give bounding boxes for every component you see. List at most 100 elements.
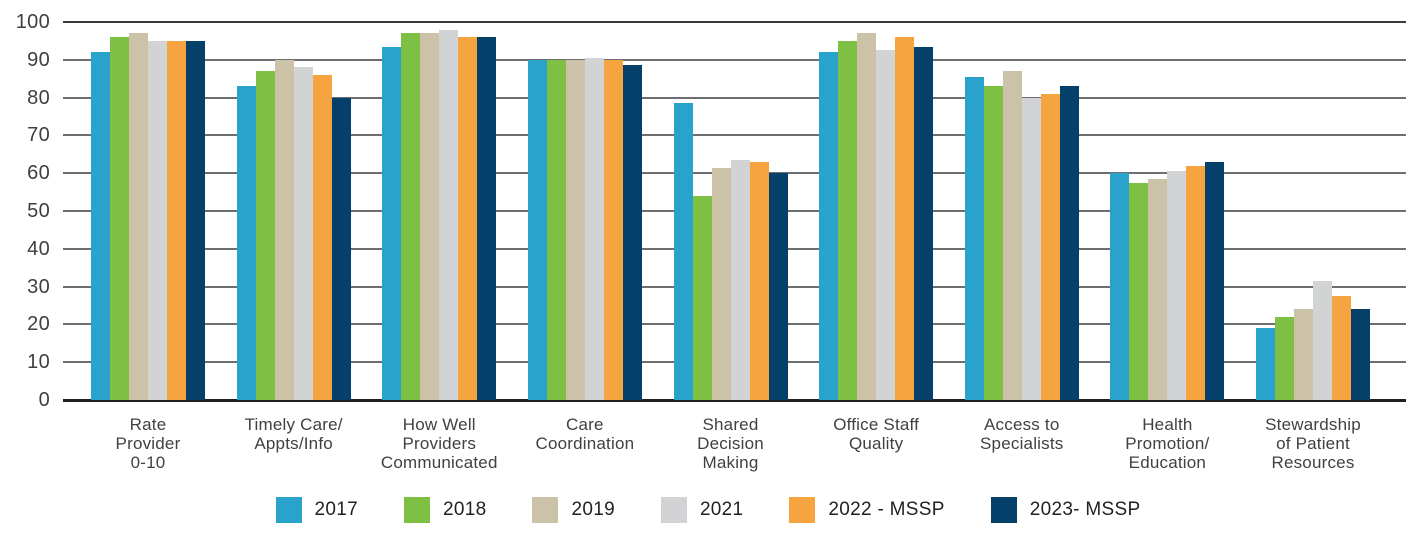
x-axis-label: Shared Decision Making bbox=[697, 415, 764, 472]
legend-item: 2017 bbox=[275, 497, 358, 523]
bar bbox=[129, 33, 148, 400]
bar bbox=[546, 59, 566, 400]
x-axis-label: How Well Providers Communicated bbox=[380, 415, 498, 472]
bar-groups bbox=[63, 22, 1406, 400]
bar bbox=[857, 33, 877, 400]
gridline bbox=[63, 134, 1406, 137]
bar bbox=[1186, 165, 1206, 400]
bar bbox=[167, 40, 186, 400]
bar bbox=[91, 52, 110, 400]
bar-group bbox=[673, 22, 788, 400]
x-label-slot: Access to Specialists bbox=[965, 415, 1079, 475]
bar-group bbox=[1110, 22, 1225, 400]
bar bbox=[274, 59, 294, 400]
bar bbox=[255, 71, 275, 400]
bar bbox=[1040, 93, 1060, 400]
bar bbox=[236, 86, 256, 400]
bar bbox=[914, 46, 934, 400]
y-tick-label: 100 bbox=[15, 11, 50, 33]
bar bbox=[1294, 309, 1313, 400]
y-tick-label: 70 bbox=[27, 124, 50, 147]
bar bbox=[439, 29, 459, 400]
bar bbox=[1002, 71, 1022, 400]
gridline bbox=[63, 21, 1406, 23]
bar bbox=[819, 52, 839, 400]
legend-label: 2018 bbox=[443, 499, 487, 520]
bar bbox=[730, 159, 750, 400]
bar bbox=[692, 195, 712, 400]
legend-item: 2021 bbox=[660, 497, 743, 523]
bar bbox=[382, 46, 402, 400]
bar bbox=[1129, 182, 1149, 400]
x-label-slot: Stewardship of Patient Resources bbox=[1256, 415, 1370, 475]
legend-swatch bbox=[660, 497, 687, 523]
x-label-slot: Rate Provider 0-10 bbox=[91, 415, 205, 475]
bar bbox=[1167, 171, 1187, 400]
bar-group bbox=[236, 22, 351, 400]
bar bbox=[622, 65, 642, 400]
y-tick-label: 10 bbox=[27, 351, 50, 374]
bar bbox=[1021, 97, 1041, 400]
legend-item: 2019 bbox=[532, 497, 615, 523]
x-label-slot: Office Staff Quality bbox=[819, 415, 933, 475]
legend-swatch bbox=[532, 497, 559, 523]
legend-label: 2019 bbox=[571, 499, 615, 520]
bar bbox=[1256, 328, 1275, 400]
legend-item: 2018 bbox=[404, 497, 486, 523]
bar bbox=[1059, 86, 1079, 400]
x-label-slot: How Well Providers Communicated bbox=[380, 415, 498, 475]
x-axis-label: Access to Specialists bbox=[980, 415, 1064, 453]
legend-item: 2022 - MSSP bbox=[789, 497, 944, 523]
bar bbox=[584, 57, 604, 400]
x-label-slot: Shared Decision Making bbox=[674, 415, 788, 475]
bar bbox=[1148, 178, 1168, 400]
x-axis-labels: Rate Provider 0-10 Timely Care/ Appts/Inf… bbox=[63, 415, 1406, 475]
bar bbox=[895, 37, 915, 400]
bar bbox=[312, 74, 332, 400]
x-axis-label: Health Promotion/ Education bbox=[1125, 415, 1210, 472]
x-label-slot: Timely Care/ Appts/Info bbox=[237, 415, 351, 475]
bar-group bbox=[382, 22, 497, 400]
bar bbox=[673, 103, 693, 400]
bar bbox=[1313, 280, 1332, 400]
x-axis-label: Office Staff Quality bbox=[833, 415, 920, 453]
bar-group bbox=[1256, 22, 1370, 400]
x-axis-label: Rate Provider 0-10 bbox=[115, 415, 181, 472]
legend-swatch bbox=[404, 497, 430, 523]
y-tick-label: 60 bbox=[27, 162, 50, 185]
legend-label: 2017 bbox=[314, 499, 358, 520]
x-label-slot: Health Promotion/ Education bbox=[1110, 415, 1224, 475]
bar bbox=[964, 76, 984, 400]
gridline bbox=[63, 58, 1406, 61]
y-tick-label: 20 bbox=[27, 313, 50, 336]
bar bbox=[527, 59, 547, 400]
gridline bbox=[63, 96, 1406, 99]
y-tick-label: 90 bbox=[27, 48, 50, 71]
bar bbox=[565, 59, 585, 400]
legend-swatch bbox=[990, 497, 1017, 523]
gridline bbox=[63, 399, 1406, 402]
bar bbox=[148, 40, 167, 400]
y-tick-label: 0 bbox=[38, 389, 50, 411]
x-axis-label: Stewardship of Patient Resources bbox=[1265, 415, 1361, 472]
bar bbox=[749, 161, 769, 400]
bar-group bbox=[91, 22, 205, 400]
bar bbox=[838, 40, 858, 400]
bar bbox=[1332, 296, 1351, 400]
bar-group bbox=[819, 22, 934, 400]
legend-swatch bbox=[789, 497, 816, 523]
legend: 2017 2018 2019 2021 2022 - MSSP 2023- MSSP bbox=[0, 494, 1416, 526]
bar bbox=[331, 97, 351, 400]
bar bbox=[603, 59, 623, 400]
bar bbox=[110, 37, 129, 400]
y-tick-label: 80 bbox=[27, 86, 50, 109]
bar bbox=[983, 86, 1003, 400]
bar bbox=[401, 33, 421, 400]
x-label-slot: Care Coordination bbox=[528, 415, 642, 475]
bar bbox=[1275, 316, 1294, 400]
bar bbox=[293, 67, 313, 400]
bar-group bbox=[964, 22, 1079, 400]
bar bbox=[420, 33, 440, 400]
